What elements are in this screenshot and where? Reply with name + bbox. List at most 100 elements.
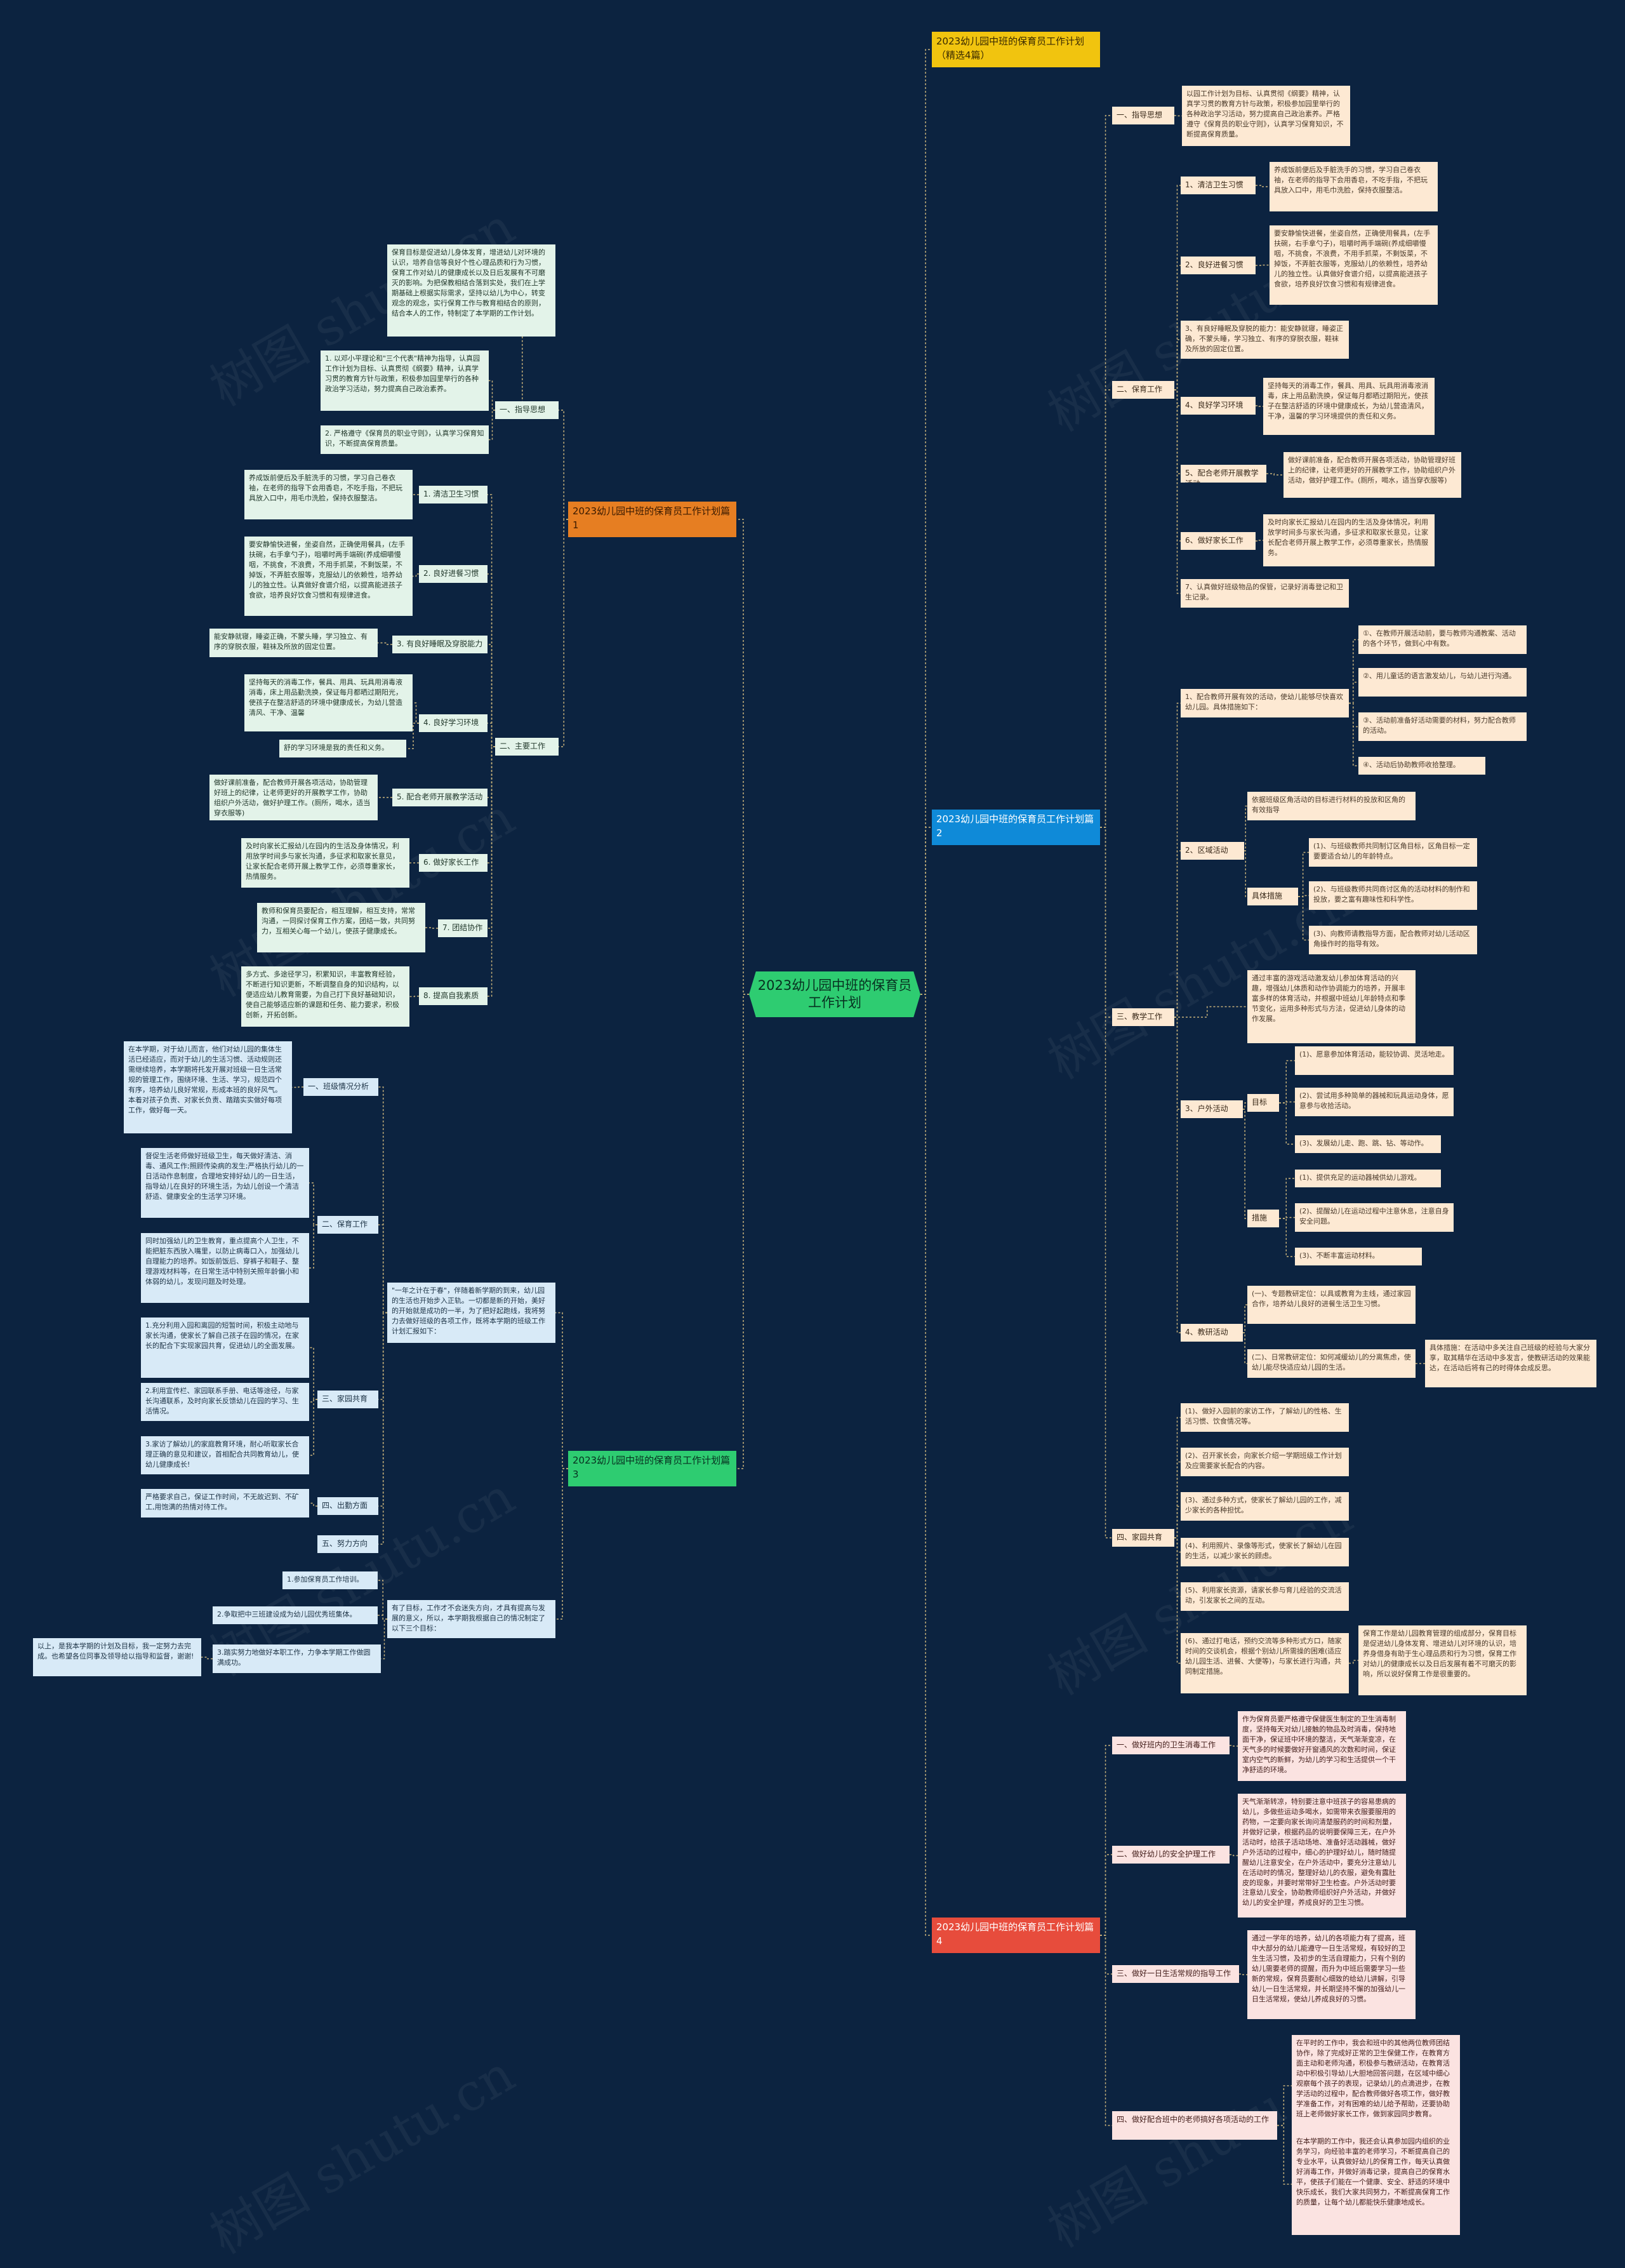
item-label[interactable]: 1、清洁卫生习惯: [1181, 177, 1256, 194]
text-block: 要安静愉快进餐，坐姿自然，正确使用餐具，(左手扶碗，右手拿勺子)，咀嚼时两手端碗…: [1270, 225, 1438, 305]
item-label[interactable]: 8. 提高自我素质: [419, 987, 488, 1005]
text-block: 有了目标，工作才不会迷失方向，才具有提高与发展的意义，所以，本学期我根据自己的情…: [387, 1600, 555, 1638]
connector-line: [1174, 1417, 1181, 1538]
watermark: 树图 shutu.cn: [200, 2044, 524, 2265]
section-label[interactable]: 三、做好一日生活常规的指导工作: [1112, 1965, 1239, 1983]
connector-line: [1349, 681, 1358, 704]
connector-line: [309, 1224, 317, 1269]
item-label[interactable]: 1. 清洁卫生习惯: [419, 486, 488, 504]
connector-line: [1230, 1854, 1238, 1857]
connector-line: [1256, 264, 1270, 266]
item-label[interactable]: 3. 有良好睡眠及穿脱能力: [392, 636, 488, 653]
section-label[interactable]: 一、班级情况分析: [303, 1078, 378, 1096]
item-label[interactable]: 2、良好进餐习惯: [1181, 257, 1256, 274]
section-label[interactable]: 四、做好配合班中的老师搞好各项活动的工作: [1112, 2111, 1277, 2140]
branch-article-2[interactable]: 2023幼儿园中班的保育员工作计划篇2: [932, 810, 1100, 845]
connector-line: [488, 746, 495, 929]
section-label[interactable]: 二、保育工作: [1112, 381, 1174, 399]
item-label[interactable]: 措施: [1247, 1210, 1279, 1227]
text-block: 做好课前准备，配合教师开展各项活动，协助管理好班上的纪律，让老师更好的开展教学工…: [209, 775, 378, 820]
branch-article-4[interactable]: 2023幼儿园中班的保育员工作计划篇4: [932, 1918, 1100, 1953]
text-block: 督促生活老师做好班级卫生，每天做好清洁、消毒、通风工作;照顾传染病的发生;严格执…: [141, 1148, 309, 1218]
item-label[interactable]: 3、户外活动: [1181, 1100, 1243, 1118]
connector-line: [559, 519, 568, 747]
text-block: 2. 严格遵守《保育员的职业守则》，认真学习保育知识，不断提高保育质量。: [321, 425, 489, 454]
text-block: (2)、提醒幼儿在运动过程中注意休息，注意自身安全问题。: [1295, 1203, 1454, 1232]
text-block: 2.争取把中三班建设成为幼儿园优秀班集体。: [213, 1606, 378, 1624]
connector-line: [1349, 1660, 1358, 1664]
text-block: 1.充分利用入园和离园的短暂时间，积极主动地与家长沟通，使家长了解自己孩子在园的…: [141, 1317, 309, 1378]
item-label[interactable]: 目标: [1247, 1094, 1279, 1112]
connector-line: [381, 1618, 387, 1660]
connector-line: [1243, 1109, 1247, 1219]
connector-line: [1298, 851, 1309, 897]
connector-line: [1298, 895, 1309, 897]
text-block: ③、活动前准备好活动需要的材料，努力配合教师的活动。: [1358, 712, 1527, 741]
connector-line: [1279, 1101, 1295, 1104]
connector-line: [1174, 1537, 1181, 1664]
item-label[interactable]: 2. 良好进餐习惯: [419, 565, 488, 583]
item-label[interactable]: 4. 良好学习环境: [419, 714, 488, 732]
item-label[interactable]: 7. 团结协作: [438, 919, 488, 937]
text-block: (3)、发展幼儿走、跑、跳、钻、等动作。: [1295, 1135, 1441, 1153]
connector-line: [1279, 1218, 1295, 1257]
text-block: (1)、愿意参加体育活动，能较协调、灵活地走。: [1295, 1046, 1454, 1075]
connector-line: [488, 644, 495, 747]
text-block: 通过丰富的游戏活动激发幼儿参加体育活动的兴趣，增强幼儿体质和动作协调能力的培养，…: [1247, 970, 1416, 1043]
item-label[interactable]: 4、良好学习环境: [1181, 397, 1256, 415]
item-label[interactable]: 具体措施: [1247, 888, 1298, 905]
section-label[interactable]: 一、做好班内的卫生消毒工作: [1112, 1737, 1230, 1754]
section-label[interactable]: 一、指导思想: [1112, 107, 1174, 124]
item-label[interactable]: 6. 做好家长工作: [419, 854, 488, 872]
connector-line: [555, 1468, 568, 1620]
connector-line: [488, 746, 495, 864]
connector-line: [409, 996, 419, 997]
connector-line: [309, 1182, 317, 1225]
section-label[interactable]: 四、家园共育: [1112, 1529, 1174, 1547]
text-block: (3)、向教师请教指导方面，配合教师对幼儿活动区角操作时的指导有效。: [1309, 926, 1477, 954]
text-block: 多方式、多途径学习，积累知识，丰富教育经验，不断进行知识更新，不断调整自身的知识…: [241, 966, 409, 1027]
section-label[interactable]: 三、家园共育: [317, 1391, 378, 1408]
text-block: 严格要求自己，保证工作时间，不无故迟到、不矿工,用饱满的热情对待工作。: [141, 1489, 309, 1518]
branch-title[interactable]: 2023幼儿园中班的保育员工作计划（精选4篇）: [932, 32, 1100, 67]
connector-line: [1174, 850, 1181, 1018]
connector-line: [489, 410, 495, 441]
text-block: 1. 以邓小平理论和"三个代表"精神为指导，认真园工作计划为目标、认真贯彻《纲要…: [321, 350, 489, 411]
connector-line: [489, 380, 495, 411]
root-topic[interactable]: 2023幼儿园中班的保育员工作计划: [749, 971, 920, 1017]
connector-line: [1256, 540, 1263, 542]
connector-line: [1230, 1745, 1238, 1747]
text-block: 2.利用宣传栏、家园联系手册、电话等途径，与家长沟通联系，及时向家长反馈幼儿在园…: [141, 1383, 309, 1421]
section-label[interactable]: 一、指导思想: [495, 401, 559, 419]
section-label[interactable]: 二、主要工作: [495, 738, 559, 756]
connector-line: [1100, 115, 1112, 828]
connector-line: [1349, 702, 1358, 766]
text-block: (4)、利用照片、录像等形式，使家长了解幼儿在园的生活，以减少家长的顾虑。: [1181, 1538, 1349, 1566]
connector-line: [1100, 827, 1112, 1538]
section-label[interactable]: 二、做好幼儿的安全护理工作: [1112, 1846, 1230, 1864]
connector-line: [1243, 1332, 1247, 1364]
connector-line: [1100, 389, 1112, 828]
item-label[interactable]: 2、区域活动: [1181, 842, 1244, 860]
text-block: (2)、与班级教师共同商讨区角的活动材料的制作和投放，要之富有趣味性和科学性。: [1309, 881, 1477, 910]
connector-line: [1174, 1537, 1181, 1598]
item-label[interactable]: 5、配合老师开展教学活动: [1181, 465, 1266, 483]
text-block: 具体措施：在活动中多关注自己班级的经验与大家分享，取其精华在活动中多发言，使教研…: [1425, 1340, 1596, 1387]
connector-line: [488, 494, 495, 747]
branch-article-3[interactable]: 2023幼儿园中班的保育员工作计划篇3: [568, 1451, 736, 1486]
item-label[interactable]: 5. 配合老师开展教学活动: [392, 789, 488, 806]
text-block: ④、活动后协助教师收拾整理。: [1358, 757, 1485, 775]
connector-line: [1174, 702, 1181, 1018]
connector-line: [1100, 1854, 1112, 1936]
connector-line: [736, 519, 749, 995]
section-label[interactable]: 三、教学工作: [1112, 1008, 1174, 1026]
branch-article-1[interactable]: 2023幼儿园中班的保育员工作计划篇1: [568, 502, 736, 537]
connector-line: [378, 1580, 387, 1620]
text-block: 天气渐渐转凉，特别要注意中班孩子的容易患病的幼儿，多做些运动多喝水，如需带来衣服…: [1238, 1794, 1406, 1918]
section-label[interactable]: 五、努力方向: [317, 1535, 378, 1553]
item-label[interactable]: 6、做好家长工作: [1181, 532, 1256, 550]
connector-line: [309, 1502, 317, 1507]
section-label[interactable]: 二、保育工作: [317, 1216, 378, 1234]
section-label[interactable]: 四、出勤方面: [317, 1497, 378, 1515]
item-label[interactable]: 4、教研活动: [1181, 1324, 1243, 1342]
